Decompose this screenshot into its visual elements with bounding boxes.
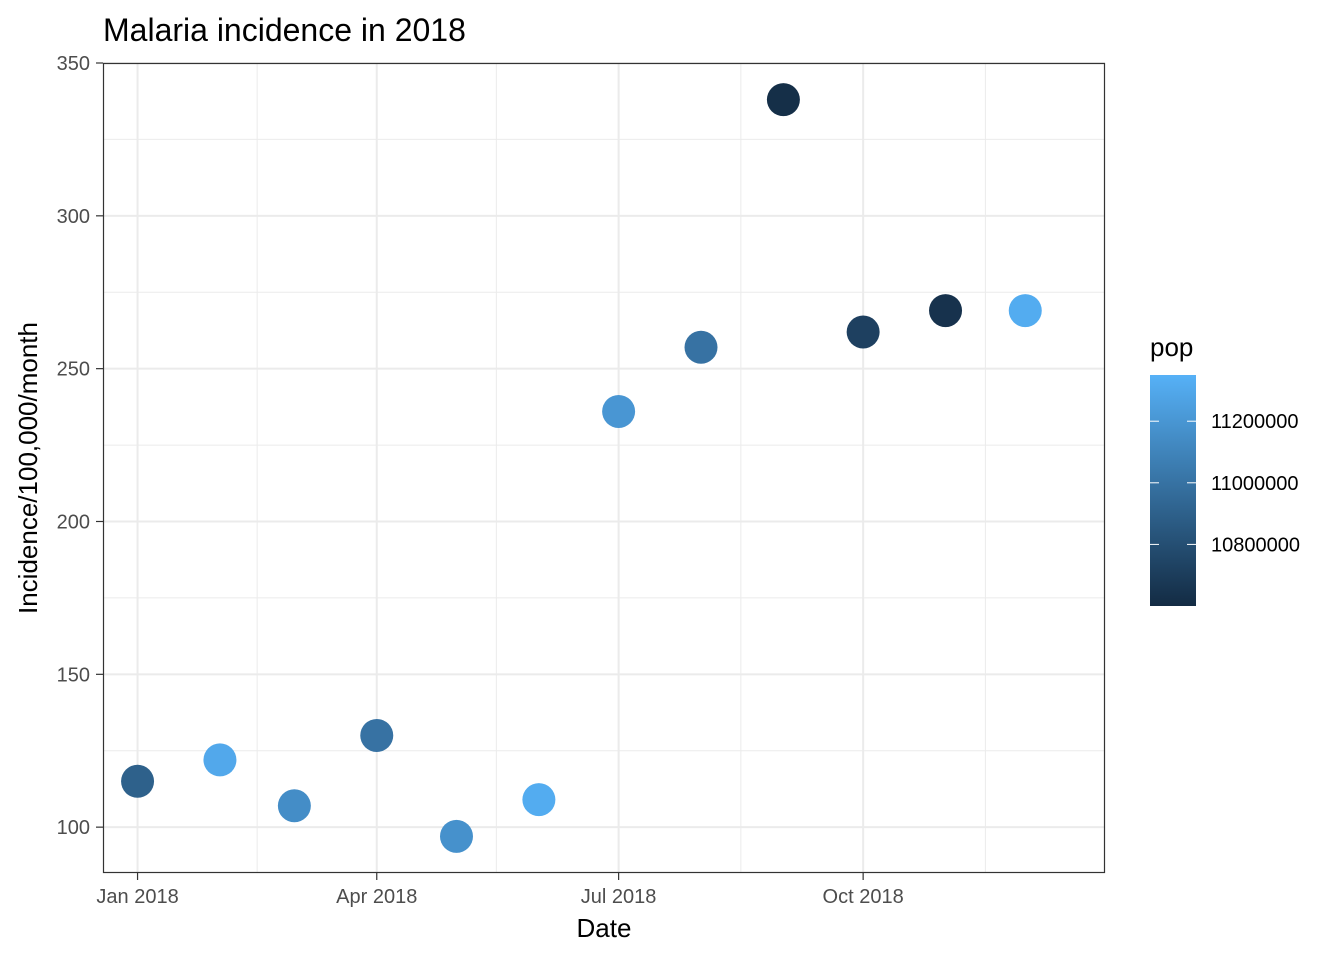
y-tick-label: 200 (57, 511, 90, 533)
legend-ticks: 11200000 11000000 10800000 (1150, 411, 1300, 556)
chart-title: Malaria incidence in 2018 (103, 12, 466, 48)
data-point (121, 764, 155, 798)
y-tick-label: 150 (57, 664, 90, 686)
x-tick-label: Apr 2018 (336, 886, 417, 908)
data-point (360, 718, 394, 752)
data-points (121, 83, 1042, 853)
plot-panel-border (102, 62, 1106, 874)
y-tick-label: 300 (57, 206, 90, 228)
x-tick-label: Oct 2018 (823, 886, 904, 908)
data-point (522, 783, 556, 817)
plot-panel (103, 63, 1105, 873)
y-tick-label: 100 (57, 817, 90, 839)
x-tick-label: Jan 2018 (96, 886, 178, 908)
legend-tick-label: 11200000 (1211, 411, 1299, 433)
legend-title: pop (1150, 332, 1193, 362)
legend-colorbar (1150, 375, 1196, 606)
data-point (766, 83, 800, 117)
data-point (203, 743, 237, 777)
legend-tick-label: 11000000 (1211, 473, 1299, 495)
x-tick-label: Jul 2018 (581, 886, 657, 908)
data-point (439, 819, 473, 853)
data-point (929, 294, 963, 328)
y-axis: 100 150 200 250 300 350 (57, 53, 103, 839)
data-point (1008, 294, 1042, 328)
data-point (684, 330, 718, 364)
x-axis: Jan 2018 Apr 2018 Jul 2018 Oct 2018 (96, 873, 904, 908)
data-point (846, 315, 880, 349)
legend-tick-label: 10800000 (1211, 534, 1300, 556)
y-tick-label: 250 (57, 359, 90, 381)
y-axis-title: Incidence/100,000/month (13, 322, 43, 614)
y-tick-label: 350 (57, 53, 90, 75)
color-legend: pop 11200000 11000000 10800000 (1150, 332, 1300, 606)
x-axis-title: Date (577, 913, 632, 943)
data-point (602, 394, 636, 428)
data-point (277, 789, 311, 823)
grid-minor-lines (103, 63, 1105, 873)
